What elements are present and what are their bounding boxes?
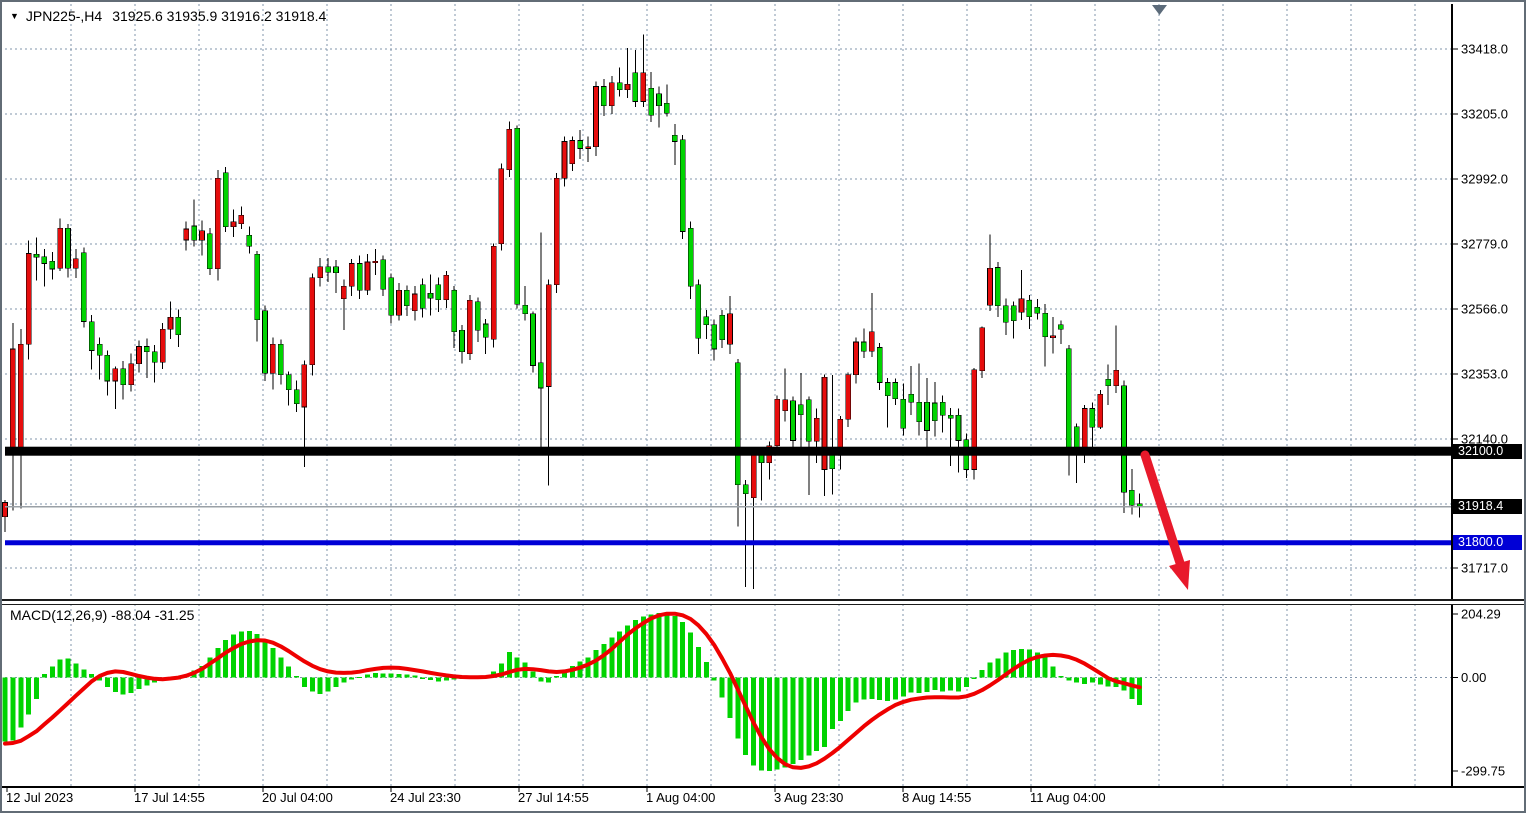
- chart-shift-icon[interactable]: [1152, 5, 1167, 15]
- time-axis: 12 Jul 2023 17 Jul 14:55 20 Jul 04:00 24 Ju…: [6, 787, 1106, 805]
- svg-text:31717.0: 31717.0: [1461, 561, 1508, 576]
- chart-shift-marker: [1152, 5, 1167, 15]
- svg-text:27 Jul 14:55: 27 Jul 14:55: [518, 790, 589, 805]
- macd-indicator-label: MACD(12,26,9) -88.04 -31.25: [10, 607, 195, 623]
- down-arrow-annotation: [1140, 450, 1190, 590]
- svg-text:32992.0: 32992.0: [1461, 172, 1508, 187]
- svg-text:-299.75: -299.75: [1461, 763, 1505, 778]
- price-axis: 33418.0 33205.0 32992.0 32779.0 32566.0 32353…: [1452, 42, 1508, 576]
- svg-text:11 Aug 04:00: 11 Aug 04:00: [1030, 790, 1106, 805]
- svg-text:12 Jul 2023: 12 Jul 2023: [6, 790, 73, 805]
- macd-signal-line: [3, 611, 1142, 770]
- symbol-period-label: JPN225-,H4: [25, 8, 103, 24]
- svg-text:17 Jul 14:55: 17 Jul 14:55: [134, 790, 205, 805]
- chart-title: ▼ JPN225-,H4 31925.6 31935.9 31916.2 31918…: [10, 8, 326, 24]
- macd-axis: 204.29 0.00 -299.75: [1452, 606, 1505, 778]
- price-badge: 31800.0: [1453, 535, 1522, 551]
- svg-text:3 Aug 23:30: 3 Aug 23:30: [774, 790, 843, 805]
- panel-splitter[interactable]: [2, 599, 1524, 605]
- price-badge: 31918.4: [1453, 499, 1522, 515]
- svg-text:33418.0: 33418.0: [1461, 42, 1508, 57]
- macd-histogram: [2, 613, 1143, 772]
- svg-text:32353.0: 32353.0: [1461, 367, 1508, 382]
- svg-text:24 Jul 23:30: 24 Jul 23:30: [390, 790, 461, 805]
- svg-text:8 Aug 14:55: 8 Aug 14:55: [902, 790, 971, 805]
- svg-text:0.00: 0.00: [1461, 670, 1486, 685]
- horizontal-lines: [5, 446, 1452, 546]
- axes: [2, 4, 1524, 788]
- svg-text:204.29: 204.29: [1461, 606, 1501, 621]
- candlesticks: [2, 34, 1143, 590]
- svg-text:32566.0: 32566.0: [1461, 302, 1508, 317]
- svg-text:33205.0: 33205.0: [1461, 107, 1508, 122]
- ohlc-values: 31925.6 31935.9 31916.2 31918.4: [112, 8, 327, 24]
- svg-text:32140.0: 32140.0: [1461, 432, 1508, 447]
- symbol-dropdown-icon[interactable]: ▼: [10, 11, 19, 21]
- price-badge: 32100.0: [1453, 443, 1522, 459]
- svg-text:1 Aug 04:00: 1 Aug 04:00: [646, 790, 715, 805]
- svg-text:32779.0: 32779.0: [1461, 237, 1508, 252]
- svg-text:20 Jul 04:00: 20 Jul 04:00: [262, 790, 333, 805]
